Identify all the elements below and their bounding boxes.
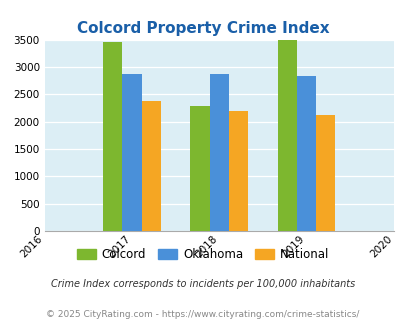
Bar (296, 76, 315, 231)
Bar (315, 115, 335, 231)
Legend: Colcord, Oklahoma, National: Colcord, Oklahoma, National (72, 244, 333, 266)
Bar (209, 74, 228, 231)
Text: Colcord Property Crime Index: Colcord Property Crime Index (77, 21, 328, 36)
Bar (277, 40, 296, 231)
Text: Crime Index corresponds to incidents per 100,000 inhabitants: Crime Index corresponds to incidents per… (51, 279, 354, 289)
Text: © 2025 CityRating.com - https://www.cityrating.com/crime-statistics/: © 2025 CityRating.com - https://www.city… (46, 310, 359, 319)
Bar (228, 111, 247, 231)
Bar (103, 42, 122, 231)
Bar (122, 74, 141, 231)
Bar (141, 101, 160, 231)
Bar (190, 106, 209, 231)
